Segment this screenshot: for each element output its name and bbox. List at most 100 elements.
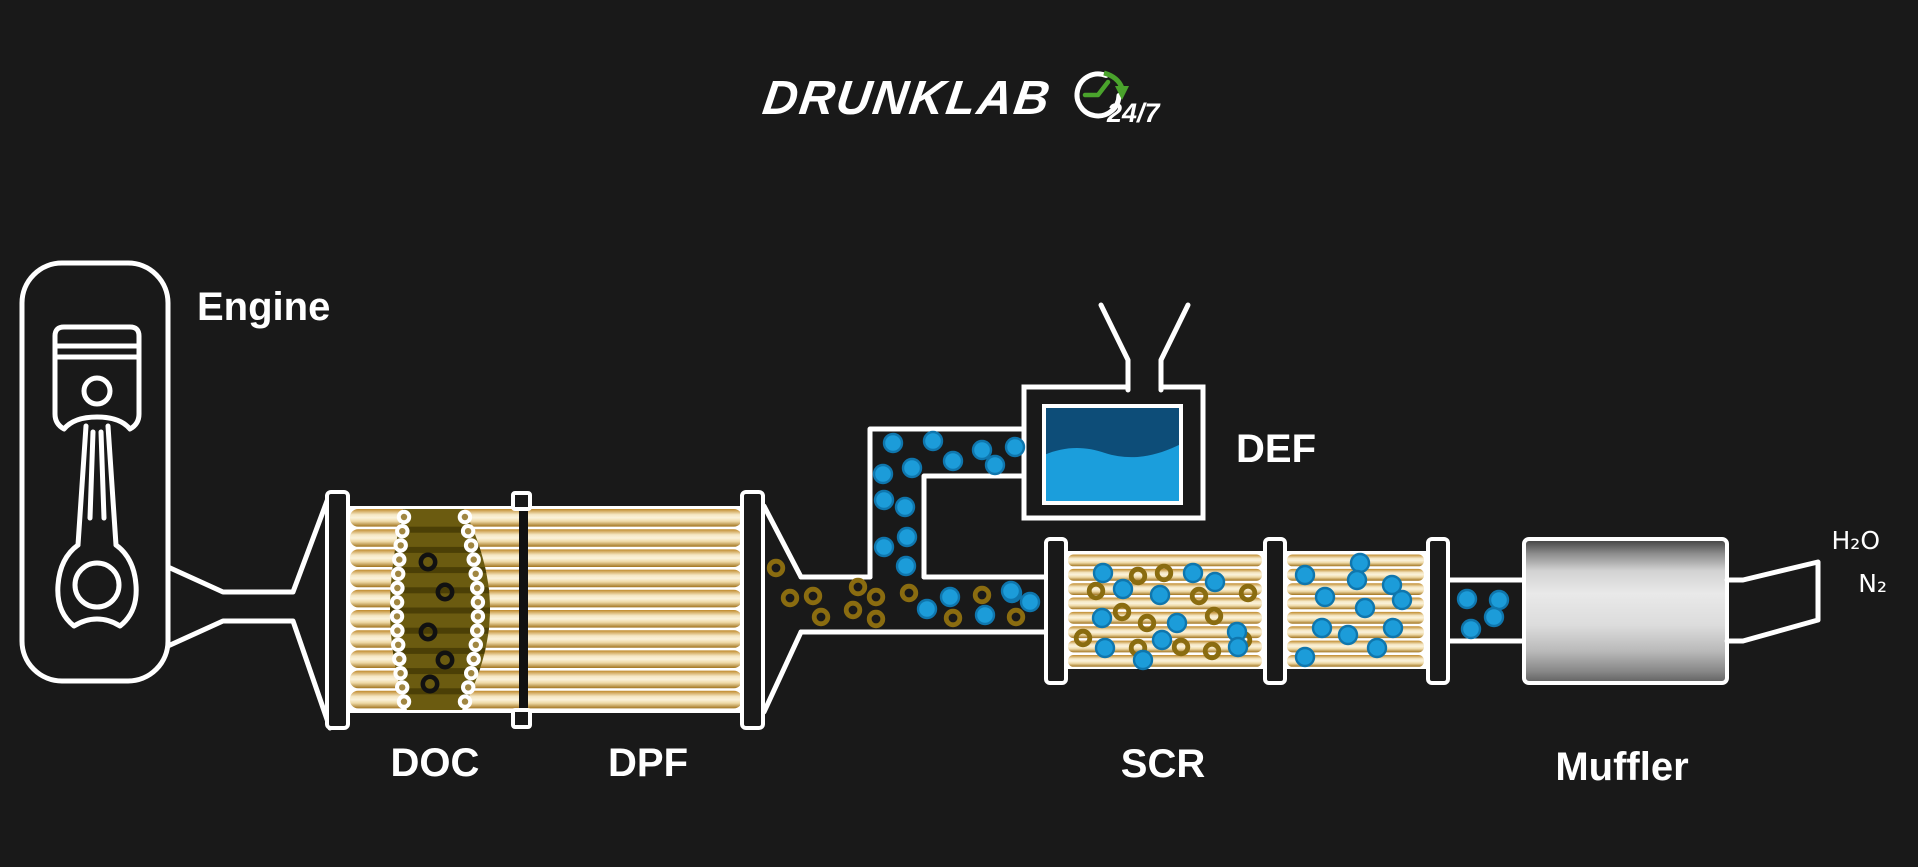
def-droplet	[1354, 597, 1376, 619]
trapped-soot-particle	[435, 650, 455, 670]
exhaust-particle	[943, 608, 963, 628]
doc-dpf-divider	[519, 509, 528, 710]
exhaust-particle	[1204, 606, 1224, 626]
exhaust-particle	[1128, 566, 1148, 586]
def-droplet	[1382, 617, 1404, 639]
def-droplet	[984, 454, 1006, 476]
def-droplet	[873, 489, 895, 511]
exhaust-particle	[1154, 563, 1174, 583]
def-liquid-light	[1044, 444, 1181, 503]
scr-mid-flange	[1263, 537, 1287, 685]
exhaust-particle	[803, 586, 823, 606]
scr-outlet-flange	[1426, 537, 1450, 685]
muffler-assembly	[1522, 537, 1821, 685]
exhaust-particle	[1137, 613, 1157, 633]
def-droplet	[1294, 646, 1316, 668]
def-droplet	[1092, 562, 1114, 584]
divider-bottom-tab	[511, 708, 532, 729]
scr-label: SCR	[1121, 742, 1206, 786]
exhaust-particle	[1112, 602, 1132, 622]
trapped-soot-particle	[435, 582, 455, 602]
funnel-body	[1101, 305, 1188, 390]
exhaust-particle	[1006, 607, 1026, 627]
clock-hands	[1082, 79, 1111, 98]
def-droplet	[1000, 580, 1022, 602]
def-droplet	[1460, 618, 1482, 640]
def-droplet	[1166, 612, 1188, 634]
def-droplet	[1311, 617, 1333, 639]
def-droplet	[974, 604, 996, 626]
def-droplet	[1346, 569, 1368, 591]
trapped-soot-particle	[418, 552, 438, 572]
exhaust-particle	[1073, 628, 1093, 648]
def-droplet	[1182, 562, 1204, 584]
exhaust-particle	[866, 587, 886, 607]
def-droplet	[1381, 574, 1403, 596]
def-droplet	[872, 463, 894, 485]
def-liquid-frame	[1042, 404, 1183, 505]
def-droplet	[971, 439, 993, 461]
dpf-outlet-flange	[740, 490, 765, 730]
def-droplet	[1019, 591, 1041, 613]
exhaust-particle	[1189, 586, 1209, 606]
def-droplet	[896, 526, 918, 548]
dpf-label: DPF	[608, 741, 688, 785]
brand-wordmark: DRUNKLAB	[760, 71, 1055, 125]
exhaust-particle	[843, 600, 863, 620]
muffler-label: Muffler	[1555, 745, 1688, 789]
engine-housing	[19, 260, 171, 684]
def-droplet	[1091, 607, 1113, 629]
catalyst-cell-openings	[389, 509, 486, 709]
trapped-soot-particles	[418, 552, 455, 694]
clock-ring	[1074, 71, 1122, 119]
engine-block: Engine	[19, 260, 330, 684]
scr-outlet-pipe	[1445, 577, 1527, 644]
def-droplet	[1337, 624, 1359, 646]
clock-247-icon	[1074, 70, 1129, 119]
def-droplet	[1227, 636, 1249, 658]
def-droplet	[1391, 589, 1413, 611]
exhaust-particle	[811, 607, 831, 627]
def-droplet	[895, 555, 917, 577]
def-droplet	[1456, 588, 1478, 610]
def-system: DEF	[867, 302, 1316, 580]
engine-label: Engine	[197, 285, 330, 329]
exhaust-particle	[1171, 637, 1191, 657]
def-droplet	[1488, 589, 1510, 611]
def-droplet	[1149, 584, 1171, 606]
def-droplet	[1294, 564, 1316, 586]
doc-catalyst-band	[389, 509, 490, 710]
def-droplet	[901, 457, 923, 479]
exhaust-particle	[1086, 581, 1106, 601]
def-droplet	[1151, 629, 1173, 651]
def-droplet	[1314, 586, 1336, 608]
def-droplet	[1004, 436, 1026, 458]
piston-icon	[52, 324, 142, 629]
logo: DRUNKLAB 24/7	[760, 70, 1162, 128]
def-liquid-gauge	[1042, 404, 1183, 505]
def-droplet	[922, 430, 944, 452]
def-droplet	[942, 450, 964, 472]
trapped-soot-particle	[420, 674, 440, 694]
exhaust-particle	[972, 585, 992, 605]
doc-dpf-canister	[348, 491, 744, 729]
def-droplet	[1483, 606, 1505, 628]
def-droplet	[1204, 571, 1226, 593]
def-droplet	[894, 496, 916, 518]
h2o-label: H₂O	[1832, 526, 1881, 555]
def-droplet	[1112, 578, 1134, 600]
exhaust-particle	[899, 583, 919, 603]
muffler-body	[1522, 537, 1729, 685]
exhaust-particle	[766, 558, 786, 578]
def-droplet	[1132, 649, 1154, 671]
flow-particles	[766, 430, 1510, 671]
clock-arrowhead	[1115, 86, 1129, 100]
exhaust-particle	[780, 588, 800, 608]
def-droplet	[939, 586, 961, 608]
mixing-pipe	[761, 503, 1049, 715]
def-injection-pipe	[867, 426, 1026, 580]
scr-inlet-flange	[1044, 537, 1068, 685]
badge-label: 24/7	[1106, 98, 1162, 128]
